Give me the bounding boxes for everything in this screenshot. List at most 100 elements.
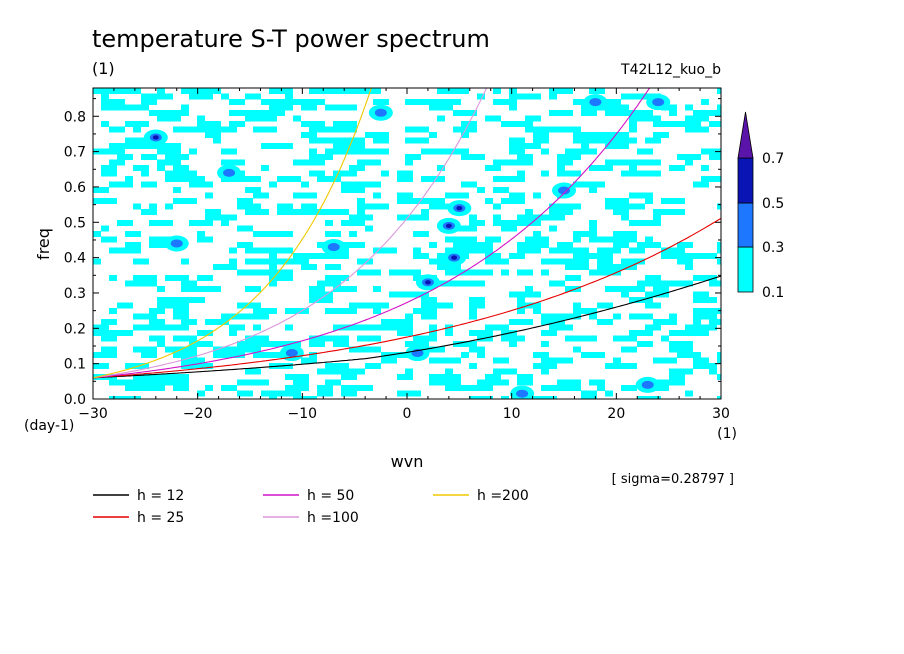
power-cell [493,368,517,375]
power-cell [645,302,661,309]
power-cell [421,313,437,320]
power-cell [557,357,573,364]
power-cell [317,368,341,375]
y-tick-label: 0.8 [64,109,86,125]
axis-ticks: −30 −20 −10 0 10 20 30 0.0 0.1 0.2 0.3 0.4 0.5 0.6 0.7… [64,88,730,422]
kelvin-curve-h25 [93,217,721,379]
power-cell [533,192,541,199]
power-cell [685,115,709,122]
power-cell [613,313,621,320]
power-cell [197,330,213,336]
x-tick-label: 20 [607,406,625,422]
power-cell [549,225,557,232]
power-cell [405,154,421,160]
power-cell [597,258,613,265]
power-cell [181,170,197,177]
power-cell [117,330,133,336]
power-cell [525,126,549,133]
y-tick-label: 0.0 [64,392,86,408]
power-cell [693,363,717,369]
power-cell [285,390,301,397]
power-cell [149,143,173,149]
power-cell [517,291,541,298]
power-cell [541,341,549,347]
power-cell [365,148,389,155]
power-cell [309,148,317,155]
power-cell [469,308,477,314]
power-cell [237,379,245,386]
power-cell [397,330,413,336]
power-cell [357,209,365,215]
power-cell [125,231,141,237]
power-cell [445,379,453,386]
power-cell [221,93,229,100]
kelvin-curve-h50 [93,88,651,379]
power-cell [261,390,285,397]
power-cell [501,335,525,342]
power-cell [637,220,661,226]
power-cell [349,324,365,331]
power-cell [157,319,165,325]
power-cell [645,313,653,320]
power-cell [645,198,653,204]
power-cell [157,286,165,292]
power-cell [397,176,413,182]
power-cell [349,214,373,221]
power-cell [709,121,717,127]
power-cell [245,198,253,204]
power-cell [101,319,117,325]
power-cell [189,176,205,182]
power-cell [141,165,149,171]
power-cell [501,225,517,232]
power-cell [693,319,701,325]
power-cell [229,121,245,127]
power-cell [653,286,669,292]
power-cell [285,93,293,100]
power-cell [621,236,629,243]
power-cell [517,159,533,166]
power-cell [469,297,485,303]
power-cell [565,335,581,342]
power-cell [589,253,613,259]
power-cell [485,198,493,204]
chart-title: temperature S-T power spectrum [92,25,490,53]
x-tick-label: 0 [403,406,412,422]
power-cell [589,379,605,386]
power-cell [333,363,349,369]
power-cell [245,335,269,342]
power-maximum [558,186,570,195]
power-cell [149,324,173,331]
power-cell [381,203,389,210]
power-cell [549,209,573,215]
power-cell [157,88,165,94]
power-cell [453,88,469,94]
power-cell [429,374,453,380]
power-cell [717,104,721,111]
power-cell [149,308,165,314]
power-cell [405,198,421,204]
power-cell [421,99,437,105]
power-cell [125,363,141,369]
power-cell [173,346,197,353]
power-cell [693,181,709,188]
power-cell [565,247,589,254]
power-cell [165,324,189,331]
power-cell [653,319,677,325]
power-cell [341,390,357,397]
power-cell [181,352,197,358]
power-cell [581,231,597,237]
power-cell [493,357,509,364]
power-cell [365,335,381,342]
power-cell [277,176,285,182]
power-cell [261,313,269,320]
power-cell [389,357,397,364]
power-cell [333,286,357,292]
power-cell [301,132,317,138]
power-cell [661,335,669,342]
power-cell [317,137,333,144]
power-cell [605,286,613,292]
power-cell [477,93,485,100]
power-cell [109,88,117,94]
power-cell [141,143,149,149]
power-cell [629,165,637,171]
